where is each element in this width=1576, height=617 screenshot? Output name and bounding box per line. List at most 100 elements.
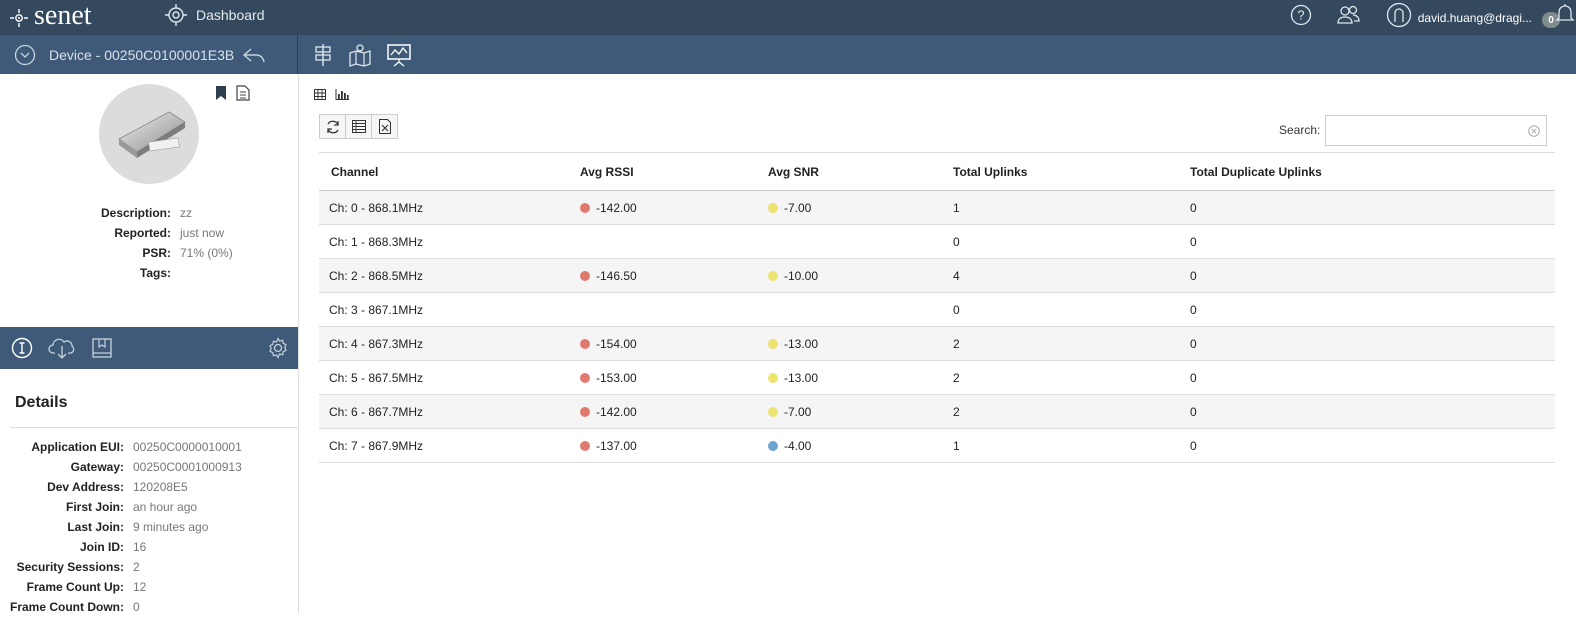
channel-cell: Ch: 2 - 868.5MHz — [319, 258, 580, 293]
signpost-icon[interactable] — [312, 43, 334, 67]
duplicate-uplinks-cell: 0 — [1190, 224, 1555, 259]
table-actions — [319, 114, 398, 139]
rssi-cell: -142.00 — [580, 190, 768, 225]
channel-cell: Ch: 1 - 868.3MHz — [319, 224, 580, 259]
detail-row: Frame Count Down: 0 — [0, 597, 242, 617]
uplinks-cell: 2 — [953, 394, 1190, 429]
channel-cell: Ch: 4 - 867.3MHz — [319, 326, 580, 361]
detail-row: Gateway: 00250C0001000913 — [0, 457, 242, 477]
user-avatar-icon[interactable] — [1386, 2, 1412, 28]
export-excel-button[interactable] — [371, 114, 398, 139]
duplicate-uplinks-cell: 0 — [1190, 428, 1555, 463]
users-icon[interactable] — [1336, 4, 1362, 26]
device-actions — [214, 85, 258, 101]
notification-badge: 0 — [1542, 12, 1560, 28]
detail-value: 16 — [133, 540, 147, 554]
col-total-uplinks[interactable]: Total Uplinks — [953, 152, 1190, 191]
rssi-status-dot — [580, 338, 590, 349]
detail-label: Application EUI: — [31, 440, 124, 454]
detail-label: First Join: — [65, 500, 124, 514]
detail-row: Security Sessions: 2 — [0, 557, 242, 577]
duplicate-uplinks-cell: 0 — [1190, 258, 1555, 293]
user-email[interactable]: david.huang@dragi... — [1417, 11, 1532, 25]
bell-icon[interactable] — [1554, 2, 1576, 24]
table-row[interactable]: Ch: 2 - 868.5MHz -146.50 -10.00 4 0 — [319, 258, 1555, 293]
col-channel[interactable]: Channel — [319, 152, 580, 191]
back-arrow-icon[interactable] — [242, 46, 266, 64]
device-sidebar: Description: zz Reported: just now PSR: … — [0, 74, 299, 614]
device-fields: Description: zz Reported: just now PSR: … — [0, 203, 233, 283]
snr-status-dot — [768, 372, 778, 383]
dashboard-icon — [164, 3, 196, 27]
table-row[interactable]: Ch: 7 - 867.9MHz -137.00 -4.00 1 0 — [319, 428, 1555, 463]
psr-value: 71% (0%) — [180, 246, 233, 260]
table-row[interactable]: Ch: 0 - 868.1MHz -142.00 -7.00 1 0 — [319, 190, 1555, 225]
table-row[interactable]: Ch: 1 - 868.3MHz 0 0 — [319, 224, 1555, 259]
bar-chart-view-icon[interactable] — [335, 89, 349, 100]
map-icon[interactable] — [348, 43, 372, 67]
uplinks-cell: 1 — [953, 428, 1190, 463]
uplinks-cell: 0 — [953, 292, 1190, 327]
top-right-tools: ? david.huang@dragi... 0 — [1290, 0, 1576, 30]
detail-value: 00250C0000010001 — [133, 440, 242, 454]
rssi-status-dot — [580, 406, 590, 417]
detail-row: Join ID: 16 — [0, 537, 242, 557]
duplicate-uplinks-cell: 0 — [1190, 326, 1555, 361]
detail-label: Frame Count Down: — [10, 600, 124, 614]
snr-status-dot — [768, 338, 778, 349]
search-input[interactable] — [1325, 115, 1547, 146]
rssi-status-dot — [580, 270, 590, 281]
field-description: Description: zz — [0, 203, 233, 223]
snr-value: -7.00 — [784, 200, 812, 215]
table-row[interactable]: Ch: 5 - 867.5MHz -153.00 -13.00 2 0 — [319, 360, 1555, 395]
presentation-chart-icon[interactable] — [386, 43, 412, 67]
search-label: Search: — [1279, 123, 1321, 137]
book-icon[interactable] — [91, 337, 113, 359]
rssi-cell: -153.00 — [580, 360, 768, 395]
info-icon[interactable] — [11, 337, 33, 359]
detail-label: Frame Count Up: — [26, 580, 124, 594]
rssi-value: -142.00 — [596, 404, 637, 419]
cloud-download-icon[interactable] — [48, 337, 76, 359]
gear-icon[interactable] — [267, 337, 289, 359]
table-view-icon[interactable] — [314, 89, 326, 100]
details-fields: Application EUI: 00250C0000010001 Gateway… — [0, 437, 242, 617]
help-icon[interactable]: ? — [1290, 4, 1312, 26]
view-toggles — [314, 89, 358, 100]
detail-row: First Join: an hour ago — [0, 497, 242, 517]
columns-button[interactable] — [345, 114, 372, 139]
col-avg-rssi[interactable]: Avg RSSI — [580, 152, 768, 191]
snr-status-dot — [768, 440, 778, 451]
table-row[interactable]: Ch: 6 - 867.7MHz -142.00 -7.00 2 0 — [319, 394, 1555, 429]
col-total-duplicate-uplinks[interactable]: Total Duplicate Uplinks — [1190, 152, 1555, 191]
channel-cell: Ch: 7 - 867.9MHz — [319, 428, 580, 463]
snr-value: -13.00 — [784, 336, 819, 351]
snr-cell: -10.00 — [768, 258, 953, 293]
detail-row: Frame Count Up: 12 — [0, 577, 242, 597]
rssi-status-dot — [580, 372, 590, 383]
duplicate-uplinks-cell: 0 — [1190, 394, 1555, 429]
rssi-value: -154.00 — [596, 336, 637, 351]
document-icon[interactable] — [236, 85, 250, 101]
detail-row: Dev Address: 120208E5 — [0, 477, 242, 497]
uplinks-cell: 1 — [953, 190, 1190, 225]
details-title: Details — [15, 394, 68, 411]
collapse-chevron-icon[interactable] — [14, 44, 36, 66]
description-value: zz — [180, 206, 192, 220]
main-content: Search: Channel Avg RSSI Avg SNR Total U… — [300, 74, 1576, 613]
dashboard-link[interactable]: Dashboard — [164, 0, 265, 30]
channel-cell: Ch: 6 - 867.7MHz — [319, 394, 580, 429]
detail-label: Join ID: — [80, 540, 124, 554]
detail-value: 12 — [133, 580, 147, 594]
bookmark-icon[interactable] — [214, 85, 228, 101]
table-row[interactable]: Ch: 3 - 867.1MHz 0 0 — [319, 292, 1555, 327]
logo-text: senet — [34, 0, 92, 31]
rssi-status-dot — [580, 440, 590, 451]
senet-logo[interactable]: senet — [10, 0, 92, 35]
snr-value: -10.00 — [784, 268, 819, 283]
refresh-button[interactable] — [319, 114, 346, 139]
table-row[interactable]: Ch: 4 - 867.3MHz -154.00 -13.00 2 0 — [319, 326, 1555, 361]
col-avg-snr[interactable]: Avg SNR — [768, 152, 953, 191]
clear-search-icon[interactable] — [1528, 125, 1540, 137]
svg-text:?: ? — [1297, 8, 1304, 23]
